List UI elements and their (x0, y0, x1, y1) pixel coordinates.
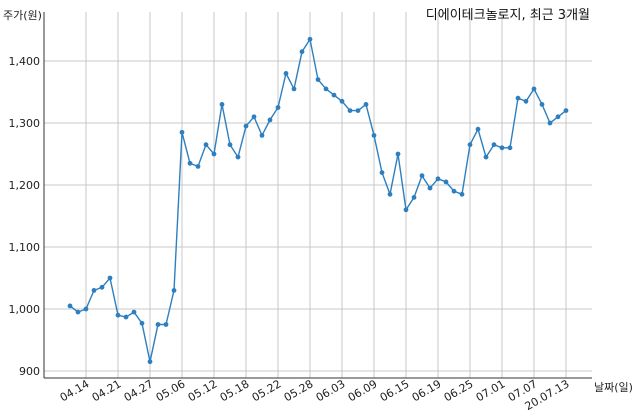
data-point (403, 207, 409, 213)
data-point (563, 108, 569, 113)
data-point (523, 98, 529, 104)
price-line (69, 37, 567, 362)
data-point (227, 142, 233, 148)
data-point (251, 114, 257, 120)
x-tick-label: 05.22 (250, 377, 284, 404)
data-point (235, 154, 241, 160)
data-point (531, 86, 537, 92)
x-tick-label: 06.09 (346, 377, 380, 404)
data-point (163, 322, 169, 327)
data-point (483, 154, 489, 160)
data-point (299, 49, 305, 55)
y-tick-labels: 900 1,000 1,100 1,200 1,300 1,400 (9, 55, 41, 378)
data-point (219, 102, 225, 107)
data-point (195, 164, 201, 169)
data-point (347, 108, 353, 113)
data-point (291, 86, 297, 92)
y-axis-label: 주가(원) (3, 9, 42, 22)
data-point (83, 306, 89, 312)
x-tick-label: 04.27 (122, 377, 156, 404)
data-point (91, 288, 97, 293)
y-tick-label: 1,400 (9, 55, 41, 68)
x-tick-label: 04.21 (90, 377, 124, 404)
data-point (475, 126, 481, 132)
data-point (515, 95, 521, 101)
data-point (131, 309, 137, 315)
data-point (411, 195, 417, 200)
data-point (99, 284, 105, 290)
data-point (379, 170, 385, 176)
data-point (395, 151, 401, 157)
data-point (107, 275, 113, 281)
x-tick-label: 06.15 (378, 377, 412, 404)
x-tick-label: 06.19 (410, 377, 444, 404)
data-point (147, 359, 153, 365)
data-point (363, 102, 369, 107)
x-tick-label: 05.12 (186, 377, 220, 404)
data-point (75, 309, 81, 315)
data-point (459, 191, 465, 197)
data-point (115, 312, 121, 318)
data-point (467, 142, 473, 148)
data-point (355, 108, 361, 113)
data-point (187, 160, 193, 166)
x-axis-label: 날짜(일) (594, 380, 633, 394)
price-points (67, 36, 569, 365)
data-point (443, 179, 449, 185)
data-point (507, 145, 513, 151)
x-tick-label: 04.14 (58, 377, 92, 404)
data-point (427, 185, 433, 191)
y-tick-label: 1,000 (9, 303, 41, 316)
data-point (259, 133, 265, 138)
data-point (179, 129, 185, 135)
data-point (123, 314, 129, 320)
data-point (155, 322, 161, 327)
x-tick-label: 06.03 (314, 377, 348, 404)
data-point (371, 133, 377, 138)
x-tick-label: 05.18 (218, 377, 252, 404)
data-point (315, 77, 321, 82)
data-point (547, 120, 553, 126)
y-tick-label: 1,300 (9, 117, 41, 130)
data-point (491, 142, 497, 148)
data-point (499, 145, 505, 151)
data-point (203, 142, 209, 148)
chart-title: 디에이테크놀로지, 최근 3개월 (426, 8, 590, 23)
data-point (331, 92, 337, 98)
x-tick-label: 06.25 (442, 377, 476, 404)
data-point (267, 117, 273, 123)
data-point (139, 320, 145, 326)
data-point (243, 123, 249, 129)
x-tick-label: 07.01 (474, 377, 508, 404)
data-point (555, 114, 561, 120)
data-point (435, 176, 441, 182)
data-point (211, 151, 217, 157)
x-tick-label: 05.28 (282, 377, 316, 404)
y-tick-label: 900 (19, 365, 40, 378)
x-tick-label: 05.06 (154, 377, 188, 404)
y-tick-label: 1,200 (9, 179, 41, 192)
data-point (387, 191, 393, 197)
data-point (451, 188, 457, 194)
data-point (307, 36, 313, 42)
gridlines (44, 12, 592, 378)
data-point (323, 86, 329, 92)
x-tick-labels: 04.1404.2104.2705.0605.1205.1805.2205.28… (58, 377, 572, 413)
data-point (339, 98, 345, 104)
data-point (171, 288, 177, 293)
y-tick-label: 1,100 (9, 241, 41, 254)
data-point (283, 71, 289, 76)
data-point (539, 102, 545, 107)
data-point (275, 105, 281, 110)
axes (43, 12, 592, 379)
data-point (419, 173, 425, 179)
data-point (67, 303, 73, 309)
